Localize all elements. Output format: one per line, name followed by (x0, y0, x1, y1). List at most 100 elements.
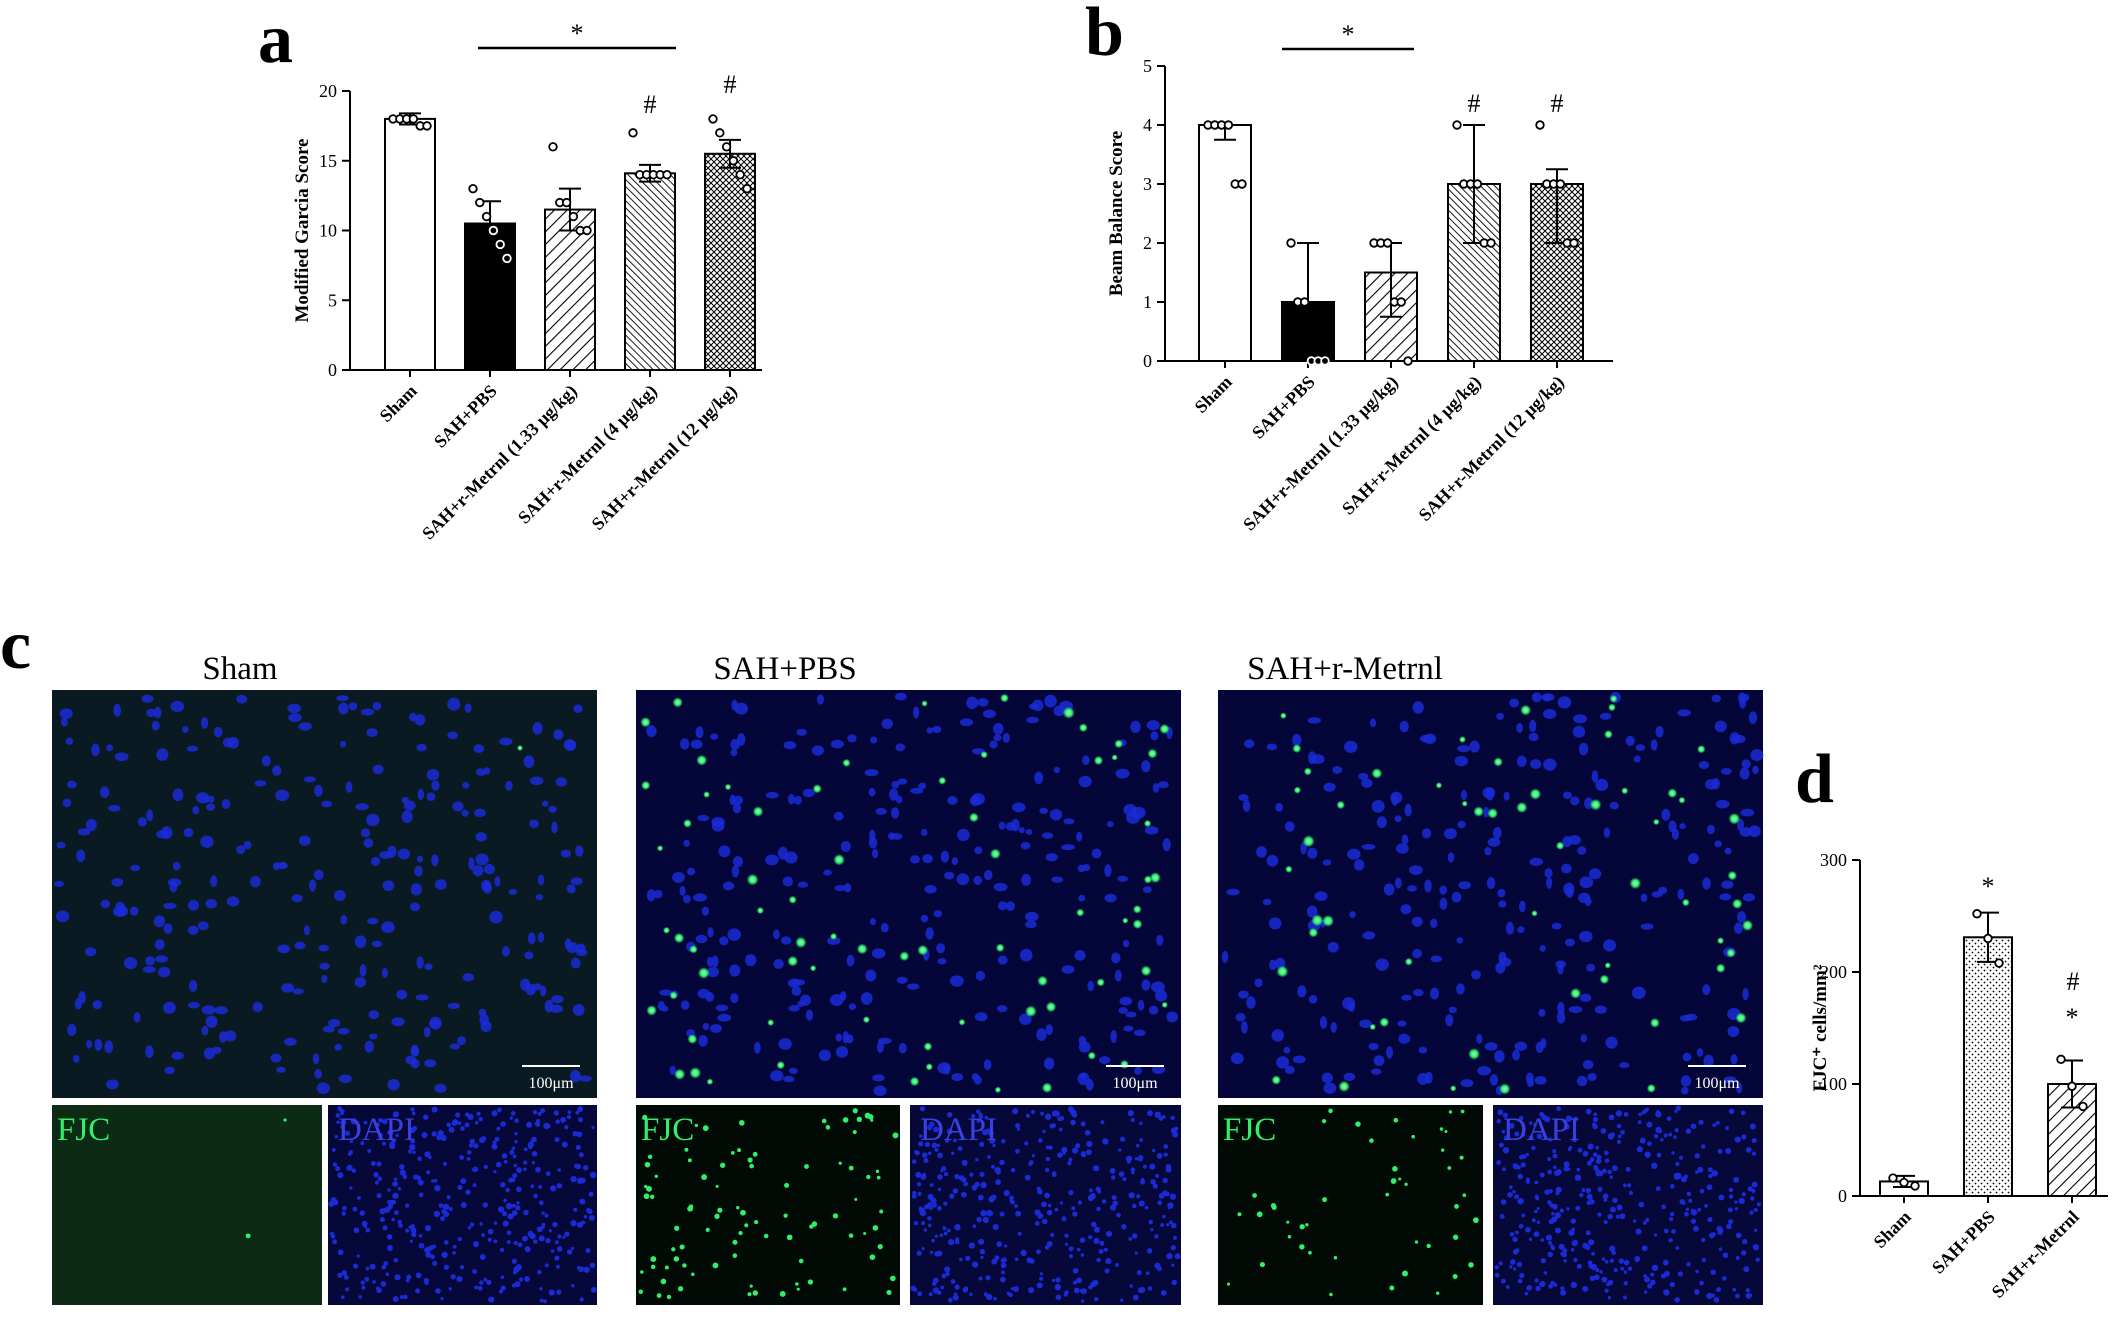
dapi-nucleus (528, 1145, 533, 1150)
dapi-nucleus (1103, 1247, 1108, 1252)
dapi-nucleus (1398, 1033, 1411, 1044)
dapi-nucleus (1094, 1296, 1099, 1302)
dapi-nucleus (1563, 1123, 1570, 1130)
dapi-nucleus (1130, 1167, 1136, 1173)
dapi-nucleus (1528, 732, 1539, 742)
dapi-nucleus (1456, 983, 1465, 995)
dapi-nucleus (1529, 759, 1542, 769)
dapi-nucleus (702, 1022, 710, 1031)
dapi-nucleus (765, 791, 779, 799)
dapi-nucleus (330, 1234, 336, 1239)
dapi-nucleus (961, 1159, 968, 1166)
dapi-nucleus (1114, 969, 1122, 982)
dapi-nucleus (864, 769, 879, 777)
dapi-nucleus (718, 845, 731, 858)
fjc-cell (1280, 712, 1287, 719)
dapi-nucleus (186, 745, 198, 752)
dapi-nucleus (552, 1221, 558, 1228)
dapi-nucleus (409, 1144, 416, 1151)
dapi-nucleus (1623, 1183, 1627, 1188)
micrograph-merged-1: 100μm (636, 690, 1181, 1098)
dapi-nucleus (797, 881, 809, 888)
dapi-nucleus (711, 820, 725, 832)
dapi-nucleus (1740, 808, 1755, 817)
fjc-cell (1271, 1075, 1281, 1085)
dapi-nucleus (1548, 1218, 1554, 1225)
dapi-nucleus (389, 1199, 395, 1205)
dapi-nucleus (1131, 1171, 1135, 1175)
dapi-nucleus (1535, 1285, 1541, 1292)
dapi-nucleus (375, 1122, 380, 1127)
fjc-cell (644, 1184, 648, 1189)
dapi-nucleus (1732, 1287, 1737, 1292)
dapi-nucleus (495, 1161, 502, 1168)
dapi-nucleus (1005, 821, 1017, 831)
fjc-cell (1328, 1108, 1333, 1114)
dapi-nucleus (585, 1248, 591, 1253)
fjc-cell (1727, 870, 1738, 881)
dapi-nucleus (386, 1245, 393, 1251)
dapi-nucleus (1573, 1116, 1579, 1122)
dapi-nucleus (929, 1250, 934, 1255)
dapi-nucleus (1571, 1240, 1578, 1247)
data-point (742, 183, 752, 194)
dapi-nucleus (416, 855, 424, 863)
fjc-cell (1646, 1083, 1656, 1093)
dapi-nucleus (1148, 1005, 1159, 1015)
dapi-nucleus (869, 918, 876, 926)
dapi-nucleus (993, 722, 1004, 735)
dapi-nucleus (1675, 1246, 1680, 1250)
dapi-nucleus (573, 1207, 578, 1212)
category-label: SAH+r-Metrnl (1.33 μg/kg) (1239, 372, 1403, 536)
dapi-nucleus (991, 1164, 995, 1169)
dapi-nucleus (1505, 1285, 1510, 1289)
dapi-nucleus (214, 1006, 228, 1015)
fjc-cell (738, 1120, 745, 1126)
fjc-cell (1402, 1270, 1409, 1277)
dapi-nucleus (553, 729, 564, 740)
dapi-nucleus (924, 884, 937, 894)
dapi-nucleus (1577, 846, 1587, 855)
dapi-nucleus (1059, 1201, 1064, 1205)
dapi-nucleus (1091, 848, 1102, 859)
dapi-nucleus (337, 1272, 343, 1278)
dapi-nucleus (745, 954, 757, 967)
dapi-nucleus (532, 1110, 538, 1115)
dapi-nucleus (1412, 989, 1424, 997)
dapi-nucleus (1154, 1262, 1161, 1269)
dapi-nucleus (1589, 1199, 1595, 1205)
dapi-nucleus (1593, 1164, 1598, 1169)
dapi-nucleus (205, 898, 218, 909)
dapi-nucleus (1660, 1273, 1667, 1279)
dapi-nucleus (448, 1207, 453, 1212)
dapi-nucleus (333, 1199, 339, 1206)
fjc-cell (1299, 1224, 1305, 1230)
dapi-nucleus (1517, 1278, 1523, 1284)
dapi-nucleus (1134, 1251, 1138, 1255)
fjc-cell (671, 1247, 676, 1252)
fjc-cell (674, 1225, 680, 1231)
fjc-cell (283, 1118, 287, 1122)
fjc-cell (1678, 796, 1686, 804)
dapi-nucleus (945, 1272, 950, 1277)
dapi-nucleus (545, 1171, 551, 1177)
dapi-nucleus (971, 1073, 980, 1081)
dapi-nucleus (550, 1249, 555, 1253)
dapi-nucleus (1160, 1290, 1167, 1296)
dapi-nucleus (932, 1203, 937, 1208)
dapi-nucleus (955, 1239, 960, 1245)
fjc-cell (1435, 782, 1443, 789)
dapi-nucleus (1141, 760, 1151, 773)
dapi-nucleus (460, 1126, 465, 1131)
data-point (502, 253, 512, 264)
dapi-nucleus (998, 821, 1006, 830)
dapi-nucleus (1619, 1062, 1630, 1069)
dapi-nucleus (1489, 1073, 1498, 1086)
dapi-nucleus (968, 1242, 975, 1249)
dapi-nucleus (340, 914, 348, 925)
fjc-cell (714, 1213, 720, 1219)
dapi-nucleus (540, 1108, 546, 1114)
dapi-nucleus (482, 881, 493, 894)
dapi-nucleus (523, 755, 535, 768)
dapi-nucleus (1562, 1248, 1568, 1254)
